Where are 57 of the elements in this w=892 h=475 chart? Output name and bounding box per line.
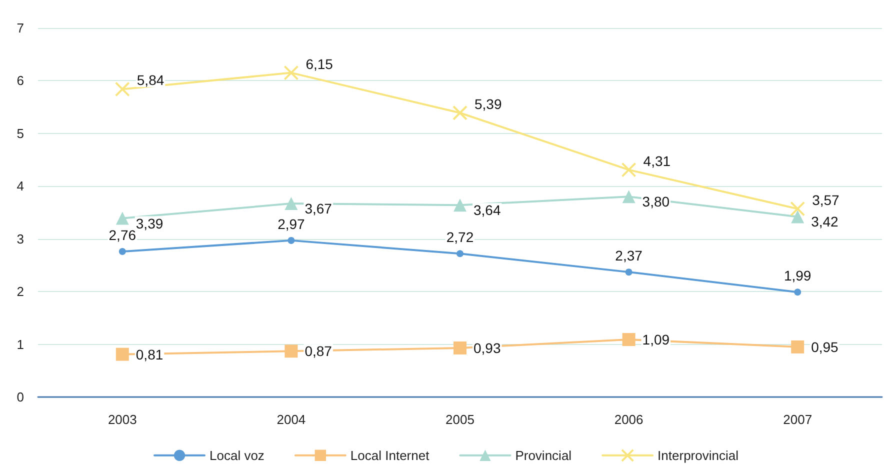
y-tick-label: 0 xyxy=(16,390,24,404)
legend-label: Local Internet xyxy=(350,448,430,463)
data-label: 0,87 xyxy=(304,343,332,360)
data-label: 3,67 xyxy=(304,200,332,217)
data-label: 2,37 xyxy=(615,248,643,264)
data-label: 0,81 xyxy=(136,346,164,362)
point xyxy=(454,198,466,212)
data-label: 3,80 xyxy=(642,194,670,210)
y-tick-label: 5 xyxy=(16,126,24,141)
point xyxy=(118,248,126,256)
y-tick-label: 1 xyxy=(16,336,24,352)
point xyxy=(452,105,468,120)
point xyxy=(622,190,636,204)
y-tick-label: 7 xyxy=(16,20,24,36)
point xyxy=(456,250,464,258)
point xyxy=(288,236,295,244)
point xyxy=(454,341,466,354)
data-label: 0,93 xyxy=(474,340,501,356)
data-label: 2,97 xyxy=(278,216,306,232)
point xyxy=(622,333,636,346)
x-tick-label: 2005 xyxy=(446,412,474,427)
x-tick-label: 2004 xyxy=(276,412,306,427)
point xyxy=(284,197,298,210)
data-label: 4,31 xyxy=(643,152,671,169)
x-tick-label: 2006 xyxy=(614,412,644,427)
point xyxy=(284,344,298,358)
data-label: 3,57 xyxy=(812,192,840,208)
point xyxy=(791,340,804,354)
data-label: 1,99 xyxy=(784,268,812,284)
data-label: 3,39 xyxy=(136,215,164,232)
legend-label: Provincial xyxy=(515,448,572,463)
data-label: 2,72 xyxy=(446,229,474,246)
legend-label: Local voz xyxy=(210,448,264,463)
data-label: 3,42 xyxy=(811,214,839,230)
x-tick-label: 2007 xyxy=(783,412,812,427)
data-label: 2,76 xyxy=(108,227,136,244)
y-tick-label: 4 xyxy=(16,178,24,194)
data-label: 5,84 xyxy=(136,72,164,88)
point xyxy=(114,82,130,97)
point xyxy=(116,212,129,225)
data-label: 6,15 xyxy=(306,56,334,72)
x-tick-label: 2003 xyxy=(108,412,137,427)
legend-label: Interprovincial xyxy=(658,448,739,463)
y-tick-label: 6 xyxy=(16,73,24,88)
data-label: 0,95 xyxy=(811,338,839,355)
data-label: 5,39 xyxy=(474,96,502,112)
point xyxy=(790,201,806,216)
y-tick-label: 3 xyxy=(16,231,24,246)
y-tick-label: 2 xyxy=(16,284,24,300)
data-label: 1,09 xyxy=(642,332,670,348)
point xyxy=(625,268,632,276)
point xyxy=(794,288,802,296)
point xyxy=(791,210,804,224)
point xyxy=(116,348,129,361)
data-label: 3,64 xyxy=(474,202,501,218)
point xyxy=(284,65,299,80)
point xyxy=(621,162,636,178)
